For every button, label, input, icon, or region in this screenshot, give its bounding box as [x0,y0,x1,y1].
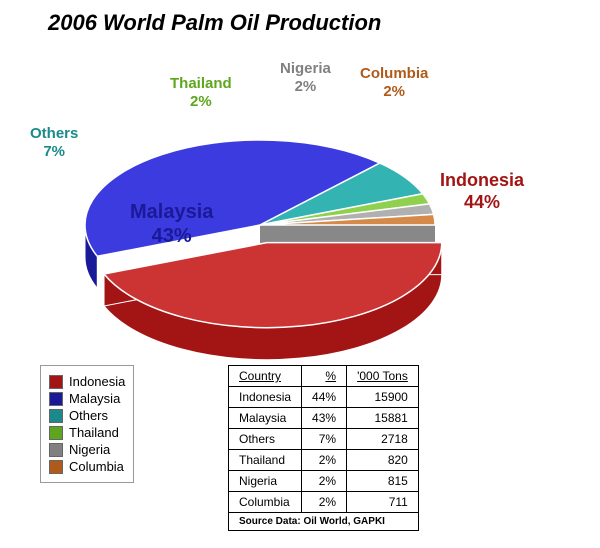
table-cell: 820 [347,450,419,471]
legend-label: Malaysia [69,391,120,406]
label-indonesia: Indonesia44% [440,170,524,213]
legend-label: Others [69,408,108,423]
label-columbia: Columbia2% [360,65,428,101]
legend: Indonesia Malaysia Others Thailand Nigeria Co… [40,365,134,483]
legend-label: Nigeria [69,442,110,457]
legend-swatch [49,426,63,440]
label-name: Malaysia [130,201,213,223]
legend-swatch [49,409,63,423]
table-cell: 15881 [347,408,419,429]
legend-swatch [49,375,63,389]
legend-item-malaysia: Malaysia [49,391,125,406]
table-cell: 15900 [347,387,419,408]
label-pct: 2% [190,93,212,110]
table-cell: 815 [347,471,419,492]
table-header: Country%'000 Tons [229,366,419,387]
table-cell: 2718 [347,429,419,450]
legend-item-thailand: Thailand [49,425,125,440]
table-source: Source Data: Oil World, GAPKI [229,513,419,531]
table-cell: Malaysia [229,408,302,429]
table-row: Thailand2%820 [229,450,419,471]
legend-label: Indonesia [69,374,125,389]
label-name: Nigeria [280,60,331,77]
table-cell: 7% [302,429,347,450]
table-cell: Columbia [229,492,302,513]
source-text: Source Data: Oil World, GAPKI [229,513,419,531]
table-cell: 2% [302,471,347,492]
legend-item-columbia: Columbia [49,459,125,474]
table-cell: Indonesia [229,387,302,408]
table-row: Nigeria2%815 [229,471,419,492]
col-header: % [302,366,347,387]
legend-item-others: Others [49,408,125,423]
table-cell: 2% [302,492,347,513]
data-table: Country%'000 TonsIndonesia44%15900Malays… [228,365,419,531]
col-header: '000 Tons [347,366,419,387]
chart-canvas: 2006 World Palm Oil Production Indonesia… [0,0,600,548]
label-name: Columbia [360,65,428,82]
label-nigeria: Nigeria2% [280,60,331,96]
col-header: Country [229,366,302,387]
table-cell: 43% [302,408,347,429]
table-cell: 711 [347,492,419,513]
legend-label: Columbia [69,459,124,474]
label-pct: 2% [383,83,405,100]
legend-swatch [49,443,63,457]
table-row: Others7%2718 [229,429,419,450]
label-thailand: Thailand2% [170,75,232,111]
table-row: Malaysia43%15881 [229,408,419,429]
label-pct: 44% [464,192,500,212]
label-pct: 7% [43,143,65,160]
legend-item-nigeria: Nigeria [49,442,125,457]
table-cell: 44% [302,387,347,408]
table-cell: Nigeria [229,471,302,492]
legend-label: Thailand [69,425,119,440]
label-pct: 2% [295,78,317,95]
label-name: Others [30,125,78,142]
table-cell: Others [229,429,302,450]
label-others: Others7% [30,125,78,161]
table-cell: Thailand [229,450,302,471]
table-cell: 2% [302,450,347,471]
table-row: Columbia2%711 [229,492,419,513]
legend-item-indonesia: Indonesia [49,374,125,389]
label-malaysia: Malaysia43% [130,200,213,248]
label-name: Thailand [170,75,232,92]
legend-swatch [49,460,63,474]
label-name: Indonesia [440,170,524,190]
table-row: Indonesia44%15900 [229,387,419,408]
label-pct: 43% [152,225,192,247]
legend-swatch [49,392,63,406]
